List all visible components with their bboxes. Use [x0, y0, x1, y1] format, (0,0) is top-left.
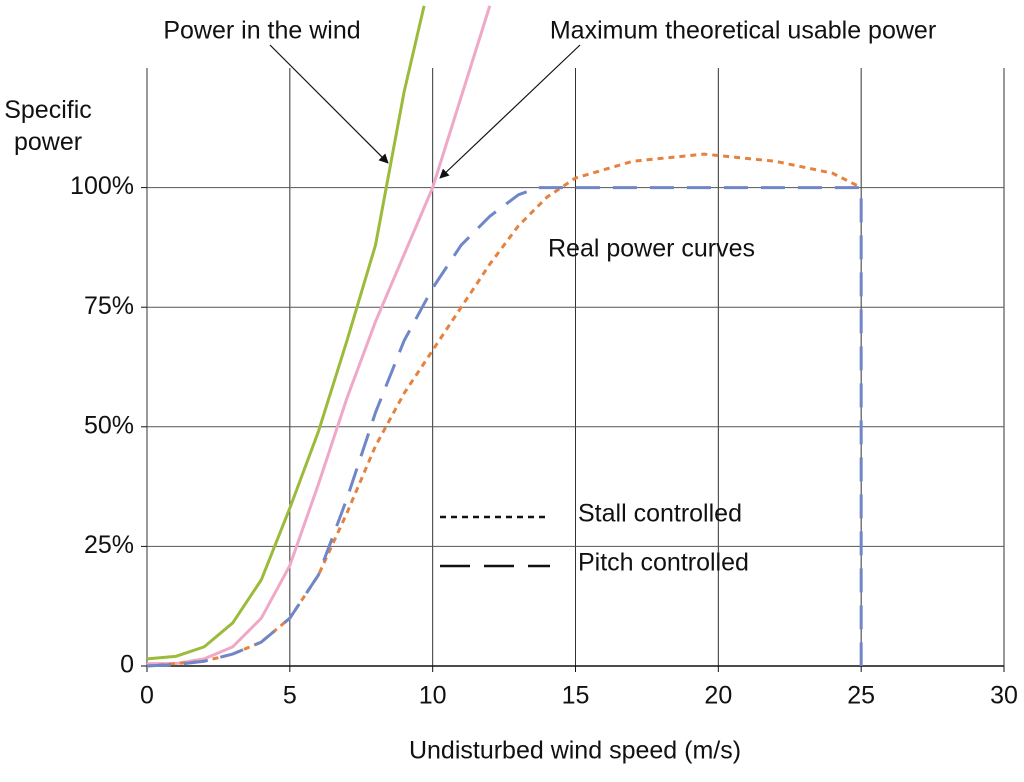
arrow: [269, 44, 389, 164]
y-tick-label: 75%: [84, 292, 134, 320]
x-tick-label: 15: [562, 682, 590, 710]
series-line: [146, 186, 863, 668]
y-tick-label: 25%: [84, 531, 134, 559]
annotation: Real power curves: [548, 235, 755, 263]
x-tick-label: 30: [990, 682, 1018, 710]
x-tick-label: 10: [419, 682, 447, 710]
grid: 0 5 10 15 20 25 30 0 25% 50% 75% 100%: [70, 68, 1018, 710]
annotation: Power in the wind: [163, 17, 360, 45]
x-tick-label: 5: [283, 682, 297, 710]
legend-label: Stall controlled: [578, 500, 742, 528]
legend-label: Pitch controlled: [578, 549, 749, 577]
series-line: [146, 5, 426, 661]
x-tick-label: 0: [140, 682, 154, 710]
y-tick-label: 0: [120, 651, 134, 679]
y-axis-label: Specific power: [4, 96, 92, 156]
y-tick-label: 50%: [84, 411, 134, 439]
series-line: [147, 5, 492, 666]
x-axis-label: Undisturbed wind speed (m/s): [409, 737, 741, 765]
y-tick-label: 100%: [70, 172, 134, 200]
arrow: [439, 44, 581, 179]
x-tick-label: 25: [847, 682, 875, 710]
lines: [146, 5, 863, 668]
annotation: Maximum theoretical usable power: [550, 17, 936, 45]
x-tick-label: 20: [704, 682, 732, 710]
